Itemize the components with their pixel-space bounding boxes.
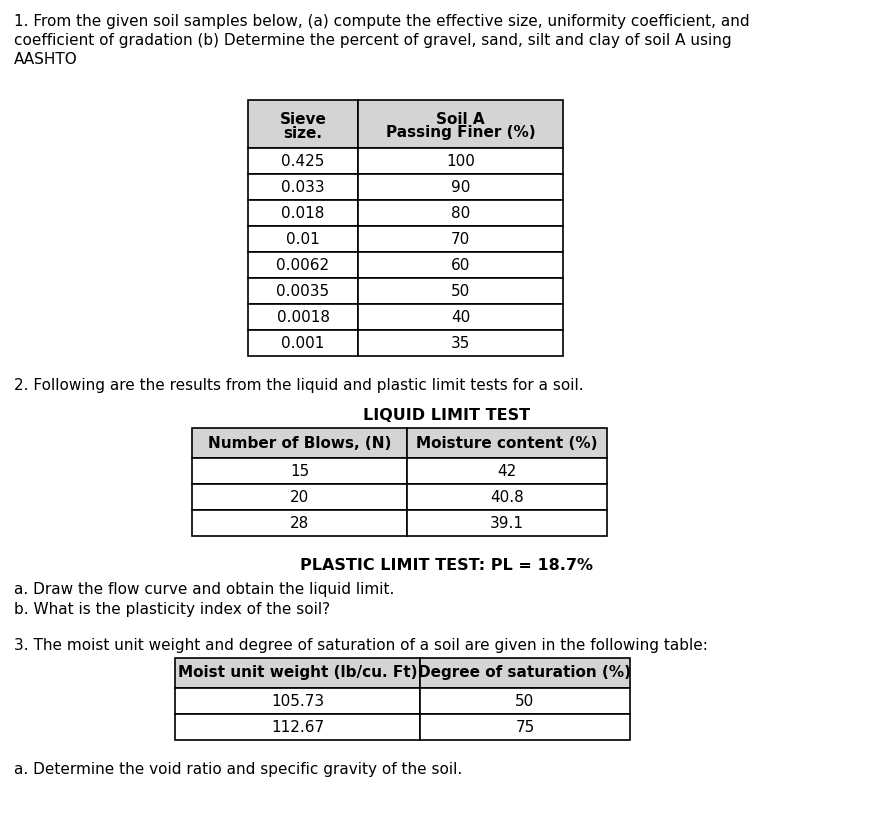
Text: coefficient of gradation (b) Determine the percent of gravel, sand, silt and cla: coefficient of gradation (b) Determine t…: [14, 33, 731, 48]
Text: 1. From the given soil samples below, (a) compute the effective size, uniformity: 1. From the given soil samples below, (a…: [14, 14, 750, 29]
Text: size.: size.: [283, 125, 323, 141]
Bar: [192, 428, 407, 458]
Bar: [358, 100, 563, 148]
Text: 60: 60: [451, 258, 470, 272]
Bar: [192, 458, 407, 484]
Bar: [407, 510, 607, 536]
Bar: [358, 148, 563, 174]
Bar: [358, 278, 563, 304]
Text: 3. The moist unit weight and degree of saturation of a soil are given in the fol: 3. The moist unit weight and degree of s…: [14, 638, 708, 653]
Bar: [248, 174, 358, 200]
Text: Moist unit weight (lb/cu. Ft): Moist unit weight (lb/cu. Ft): [178, 666, 417, 681]
Bar: [192, 484, 407, 510]
Text: 40.8: 40.8: [490, 489, 524, 505]
Bar: [175, 688, 420, 714]
Text: 0.033: 0.033: [282, 179, 325, 195]
Text: 112.67: 112.67: [271, 720, 324, 735]
Bar: [248, 100, 358, 148]
Text: 35: 35: [451, 335, 470, 350]
Text: 2. Following are the results from the liquid and plastic limit tests for a soil.: 2. Following are the results from the li…: [14, 378, 584, 393]
Bar: [358, 330, 563, 356]
Text: 39.1: 39.1: [490, 515, 524, 531]
Bar: [175, 714, 420, 740]
Text: 20: 20: [290, 489, 309, 505]
Text: PLASTIC LIMIT TEST: PL = 18.7%: PLASTIC LIMIT TEST: PL = 18.7%: [300, 558, 594, 573]
Text: 50: 50: [515, 694, 535, 708]
Text: 75: 75: [515, 720, 535, 735]
Text: 0.425: 0.425: [282, 154, 325, 169]
Text: LIQUID LIMIT TEST: LIQUID LIMIT TEST: [364, 408, 530, 423]
Bar: [420, 658, 630, 688]
Text: Sieve: Sieve: [280, 111, 326, 127]
Text: 0.0018: 0.0018: [276, 309, 330, 325]
Text: 28: 28: [290, 515, 309, 531]
Bar: [248, 278, 358, 304]
Text: 90: 90: [451, 179, 470, 195]
Bar: [358, 226, 563, 252]
Text: a. Draw the flow curve and obtain the liquid limit.: a. Draw the flow curve and obtain the li…: [14, 582, 394, 597]
Text: 70: 70: [451, 231, 470, 246]
Text: 0.01: 0.01: [286, 231, 320, 246]
Text: 0.018: 0.018: [282, 205, 325, 221]
Bar: [420, 714, 630, 740]
Text: Number of Blows, (N): Number of Blows, (N): [207, 435, 392, 451]
Text: 0.0035: 0.0035: [276, 284, 330, 299]
Bar: [358, 304, 563, 330]
Text: Degree of saturation (%): Degree of saturation (%): [418, 666, 631, 681]
Bar: [248, 330, 358, 356]
Bar: [358, 200, 563, 226]
Text: 40: 40: [451, 309, 470, 325]
Bar: [407, 484, 607, 510]
Bar: [420, 688, 630, 714]
Bar: [358, 252, 563, 278]
Bar: [248, 304, 358, 330]
Bar: [407, 458, 607, 484]
Text: b. What is the plasticity index of the soil?: b. What is the plasticity index of the s…: [14, 602, 330, 617]
Bar: [248, 226, 358, 252]
Text: AASHTO: AASHTO: [14, 52, 78, 67]
Text: a. Determine the void ratio and specific gravity of the soil.: a. Determine the void ratio and specific…: [14, 762, 462, 777]
Text: Moisture content (%): Moisture content (%): [417, 435, 598, 451]
Bar: [192, 510, 407, 536]
Bar: [248, 252, 358, 278]
Text: 50: 50: [451, 284, 470, 299]
Bar: [248, 200, 358, 226]
Text: 42: 42: [497, 464, 517, 479]
Bar: [248, 148, 358, 174]
Text: Passing Finer (%): Passing Finer (%): [385, 125, 536, 141]
Text: 100: 100: [446, 154, 475, 169]
Text: Soil A: Soil A: [436, 111, 485, 127]
Text: 0.0062: 0.0062: [276, 258, 330, 272]
Text: 15: 15: [290, 464, 309, 479]
Bar: [407, 428, 607, 458]
Bar: [358, 174, 563, 200]
Text: 0.001: 0.001: [282, 335, 325, 350]
Text: 80: 80: [451, 205, 470, 221]
Bar: [175, 658, 420, 688]
Text: 105.73: 105.73: [271, 694, 324, 708]
